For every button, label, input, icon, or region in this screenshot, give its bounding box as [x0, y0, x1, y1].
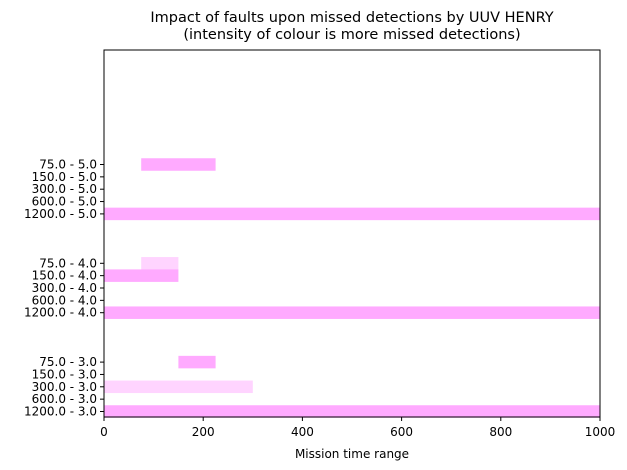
- chart-title: Impact of faults upon missed detections …: [150, 10, 553, 26]
- y-tick-label: 150.0 - 5.0: [32, 170, 97, 184]
- y-tick-label: 75.0 - 5.0: [39, 158, 97, 172]
- bar-1200-0-4-0: [104, 306, 600, 319]
- y-tick-label: 300.0 - 5.0: [32, 182, 97, 196]
- x-tick-label: 0: [100, 425, 108, 439]
- x-tick-label: 800: [489, 425, 512, 439]
- y-tick-label: 600.0 - 3.0: [32, 392, 97, 406]
- bar-75-0-3-0: [178, 355, 216, 369]
- y-tick-label: 150.0 - 3.0: [32, 367, 97, 381]
- x-tick-label: 600: [390, 425, 413, 439]
- bar-150-0-4-0: [104, 269, 179, 282]
- x-tick-label: 1000: [585, 425, 616, 439]
- bar-300-0-3-0: [104, 380, 253, 394]
- y-tick-label: 600.0 - 5.0: [32, 195, 97, 209]
- y-tick-label: 1200.0 - 3.0: [24, 405, 97, 419]
- plot-frame: [103, 49, 601, 418]
- bar-75-0-5-0: [141, 158, 216, 171]
- x-tick-label: 200: [192, 425, 215, 439]
- y-tick-label: 300.0 - 3.0: [32, 380, 97, 394]
- y-tick-label: 300.0 - 4.0: [32, 281, 97, 295]
- bar-75-0-4-0: [141, 257, 179, 270]
- x-axis-label: Mission time range: [295, 447, 409, 461]
- chart-subtitle: (intensity of colour is more missed dete…: [183, 27, 520, 43]
- y-tick-label: 1200.0 - 5.0: [24, 207, 97, 221]
- bar-1200-0-3-0: [104, 405, 600, 418]
- y-tick-label: 75.0 - 4.0: [39, 256, 97, 270]
- x-tick-label: 400: [291, 425, 314, 439]
- y-tick-label: 600.0 - 4.0: [32, 293, 97, 307]
- y-tick-label: 1200.0 - 4.0: [24, 306, 97, 320]
- y-tick-label: 75.0 - 3.0: [39, 355, 97, 369]
- bar-1200-0-5-0: [104, 207, 600, 221]
- x-tick-labels: 0 200 400 600 800 1000: [100, 417, 615, 439]
- y-tick-label: 150.0 - 4.0: [32, 269, 97, 283]
- bars-layer: [104, 158, 600, 418]
